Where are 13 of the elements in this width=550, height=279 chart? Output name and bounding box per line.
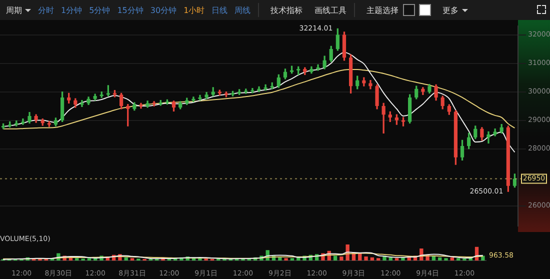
text: 日线: [212, 4, 228, 16]
text: 30分钟: [150, 4, 177, 16]
text: 1小时: [184, 4, 205, 16]
text: 周线: [234, 4, 251, 16]
text: 周期: [6, 4, 22, 16]
text: 5分钟: [89, 4, 110, 16]
text: 1分钟: [61, 4, 82, 16]
text: 主题选择: [366, 4, 399, 16]
text: 技术指标: [270, 4, 303, 16]
text: 15分钟: [117, 4, 144, 16]
text: 分时: [38, 4, 54, 16]
text: 更多: [442, 4, 459, 16]
text: 画线工具: [314, 4, 347, 16]
